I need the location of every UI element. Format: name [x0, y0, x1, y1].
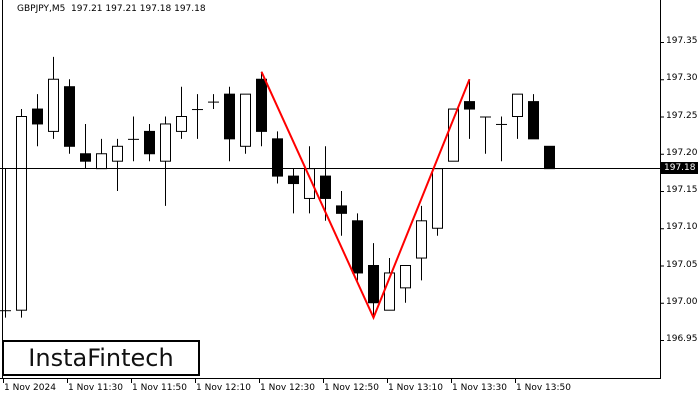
x-tick-label: 1 Nov 11:30 — [68, 383, 123, 393]
candle-bullish — [240, 93, 251, 147]
ohlc-values: 197.21 197.21 197.18 197.18 — [71, 4, 206, 14]
x-tick-label: 1 Nov 12:30 — [260, 383, 315, 393]
y-tick-label: 196.95 — [666, 334, 698, 344]
chart-title: GBPJPY,M5 197.21 197.21 197.18 197.18 — [17, 4, 206, 14]
y-tick-label: 197.10 — [666, 222, 698, 233]
candle-bearish — [224, 93, 235, 140]
y-tick-label: 197.00 — [666, 296, 698, 307]
pattern-line — [260, 71, 471, 321]
candle-bearish — [32, 108, 43, 125]
candle-bearish — [544, 145, 555, 170]
y-tick-label: 197.05 — [666, 259, 698, 270]
y-tick-label: 197.30 — [666, 73, 698, 84]
candle-bullish — [112, 145, 123, 162]
candle-bearish — [80, 153, 91, 162]
candle-bearish — [368, 265, 379, 304]
candle-bullish — [432, 168, 443, 229]
y-tick-label: 197.25 — [666, 110, 698, 121]
x-tick-label: 1 Nov 12:50 — [324, 383, 379, 393]
x-tick-label: 1 Nov 11:50 — [132, 383, 187, 393]
candle-bearish — [464, 101, 475, 110]
candle-bullish — [16, 116, 27, 311]
y-tick-label: 197.20 — [666, 147, 698, 158]
candle-bullish — [448, 108, 459, 162]
candle-bearish — [288, 175, 299, 185]
candle-bearish — [272, 138, 283, 177]
candle-bearish — [144, 130, 155, 155]
instafintech-logo: InstaFintech — [2, 340, 200, 376]
x-ticks — [3, 378, 516, 383]
candle-bearish — [64, 86, 75, 147]
candle-bullish — [400, 265, 411, 289]
y-tick-label: 197.35 — [666, 36, 698, 46]
x-tick-label: 1 Nov 13:50 — [516, 383, 571, 393]
candle-bearish — [256, 78, 267, 132]
candles — [0, 56, 555, 318]
candle-bullish — [512, 93, 523, 118]
y-tick-label: 197.15 — [666, 185, 698, 195]
y-ticks — [660, 42, 664, 341]
candle-bullish — [160, 123, 171, 162]
x-tick-label: 1 Nov 13:10 — [388, 383, 443, 393]
x-tick-label: 1 Nov 13:30 — [452, 383, 507, 393]
candle-bearish — [336, 205, 347, 214]
symbol-label: GBPJPY,M5 — [17, 4, 66, 14]
candle-bearish — [528, 101, 539, 140]
candle-bullish — [176, 116, 187, 132]
candle-bullish — [96, 153, 107, 170]
current-price-badge: 197.18 — [661, 162, 698, 174]
candle-bullish — [48, 78, 59, 132]
candle-bearish — [320, 175, 331, 199]
candle-bearish — [352, 220, 363, 274]
candle-bullish — [416, 220, 427, 259]
x-tick-label: 1 Nov 2024 — [4, 383, 56, 393]
x-tick-label: 1 Nov 12:10 — [196, 383, 251, 393]
